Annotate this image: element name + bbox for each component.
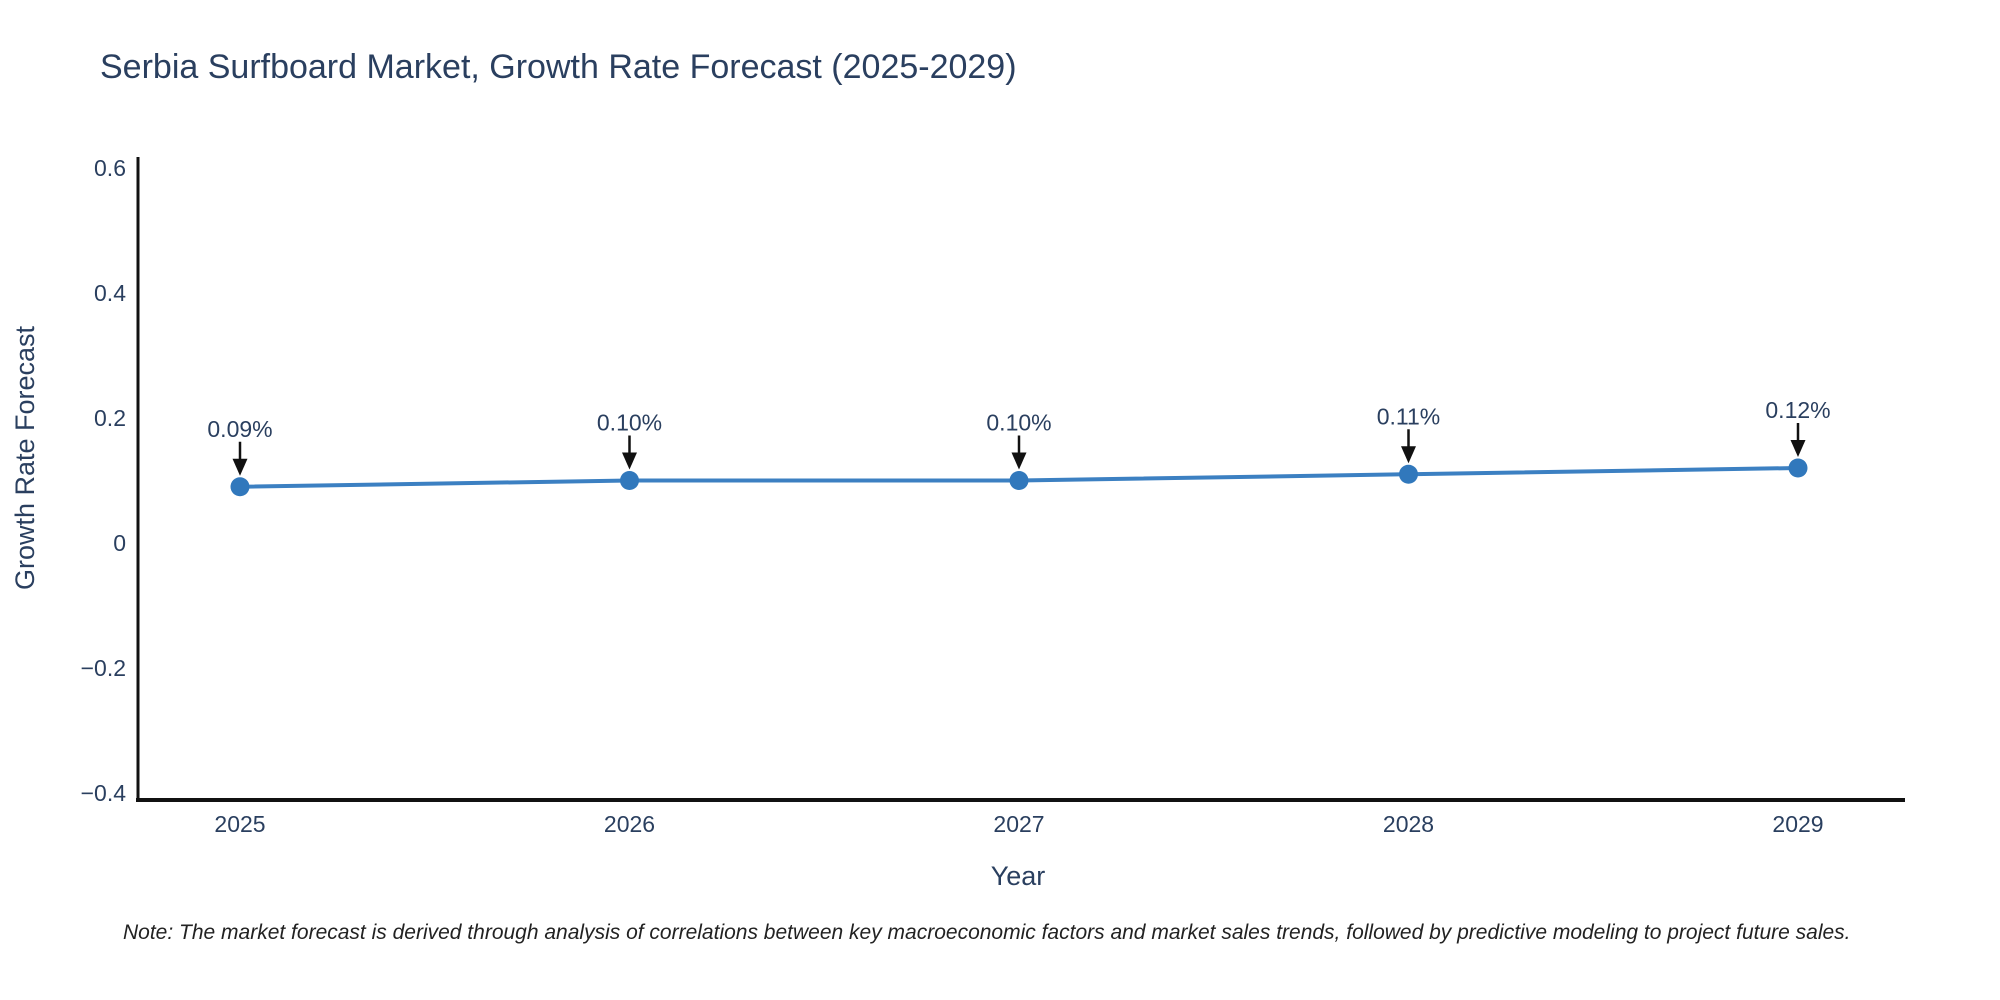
y-tick-label: 0.4	[94, 280, 126, 306]
y-tick-label: 0	[113, 530, 126, 556]
annotation-arrowhead	[232, 458, 248, 476]
methodology-note: Note: The market forecast is derived thr…	[123, 921, 1851, 944]
data-point-marker	[1788, 458, 1808, 478]
x-axis-title: Year	[990, 861, 1046, 891]
data-point-marker	[1399, 464, 1418, 484]
annotation-label: 0.12%	[1765, 397, 1830, 423]
annotation-label: 0.10%	[986, 410, 1051, 436]
annotation-label: 0.10%	[597, 410, 662, 436]
annotation-label: 0.11%	[1377, 403, 1441, 429]
annotation-arrowhead	[1401, 446, 1416, 464]
y-tick-label: −0.2	[81, 655, 126, 681]
annotation-arrowhead	[622, 452, 637, 470]
x-tick-label: 2028	[1383, 811, 1434, 837]
data-point-marker	[620, 471, 639, 490]
data-point-marker	[1009, 471, 1029, 490]
y-tick-label: 0.2	[94, 405, 126, 431]
x-tick-label: 2025	[214, 811, 265, 837]
y-tick-label: −0.4	[81, 780, 127, 806]
annotation-label: 0.09%	[207, 416, 272, 442]
annotation-arrowhead	[1011, 452, 1027, 470]
data-point-marker	[230, 477, 250, 497]
x-tick-label: 2026	[604, 811, 655, 837]
x-tick-label: 2029	[1772, 811, 1823, 837]
y-axis-title: Growth Rate Forecast	[10, 325, 40, 591]
chart-title: Serbia Surfboard Market, Growth Rate For…	[100, 48, 1017, 86]
x-tick-label: 2027	[993, 811, 1044, 837]
annotation-arrowhead	[1790, 440, 1806, 457]
y-tick-label: 0.6	[94, 155, 126, 181]
